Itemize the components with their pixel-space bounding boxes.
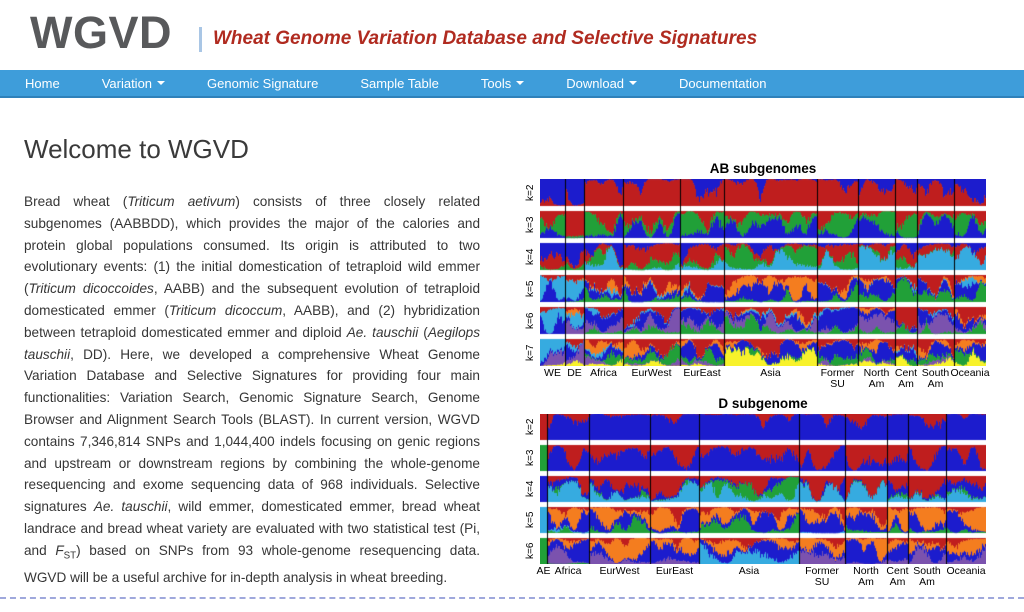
nav-item-documentation[interactable]: Documentation	[658, 69, 787, 97]
bottom-divider	[0, 597, 1024, 599]
nav-item-label: Tools	[480, 75, 512, 91]
axis-label-africa: Africa	[590, 367, 617, 379]
axis-label-cent: Cent Am	[886, 565, 909, 588]
axis-label-de: DE	[567, 367, 582, 379]
nav-item-tools[interactable]: Tools	[460, 69, 545, 97]
nav-item-genomic-signature[interactable]: Genomic Signature	[186, 69, 339, 97]
admixture-canvas-d	[540, 414, 986, 564]
chart-title-d: D subgenome	[718, 396, 808, 411]
row-label-k=5: k=5	[525, 511, 536, 529]
admixture-canvas-ab	[540, 179, 986, 366]
axis-label-ae: AE	[536, 565, 551, 577]
nav-item-label: Genomic Signature	[207, 75, 319, 91]
row-label-k=2: k=2	[525, 184, 536, 201]
nav-item-download[interactable]: Download	[545, 69, 658, 97]
nav-item-label: Download	[566, 75, 625, 91]
chart-axis-labels-d: AE Africa EurWest EurEast Asia Former SU North…	[536, 564, 986, 594]
site-header: WGVD Wheat Genome Variation Database and…	[0, 0, 1024, 70]
axis-label-oceania: Oceania	[950, 367, 990, 379]
plot-ab-subgenomes: AB subgenomes k=2 k=3 k=4 k=5 k=6 k=7 WE DE Afr…	[525, 161, 990, 396]
axis-label-cent: Cent Am	[894, 367, 918, 390]
page-title: Welcome to WGVD	[24, 134, 249, 164]
axis-label-eureast: EurEast	[683, 367, 721, 379]
nav-item-label: Home	[25, 75, 60, 91]
logo-separator	[199, 27, 202, 52]
nav-item-variation[interactable]: Variation	[81, 69, 186, 97]
axis-label-eurwest: EurWest	[631, 367, 672, 379]
nav-item-sample-table[interactable]: Sample Table	[339, 69, 460, 97]
axis-label-eureast: EurEast	[655, 565, 694, 577]
axis-label-former: Former SU	[820, 367, 855, 390]
chart-rows-d: k=2 k=3 k=4 k=5 k=6	[525, 414, 986, 564]
chevron-down-icon	[157, 81, 166, 85]
axis-label-oceania: Oceania	[946, 565, 986, 577]
axis-label-eurwest: EurWest	[599, 565, 640, 577]
axis-label-north: North Am	[853, 565, 879, 588]
plot-d-subgenome: D subgenome k=2 k=3 k=4 k=5 k=6 AE Africa EurW…	[525, 396, 986, 594]
axis-label-asia: Asia	[760, 367, 781, 379]
nav-item-home[interactable]: Home	[4, 69, 81, 97]
chart-axis-labels-ab: WE DE Africa EurWest EurEast Asia Former SU Nor…	[540, 366, 990, 396]
axis-label-former: Former SU	[805, 565, 839, 588]
welcome-section: Welcome to WGVD Bread wheat (Triticum ae…	[22, 122, 480, 589]
axis-label-asia: Asia	[738, 565, 760, 577]
axis-label-we: WE	[544, 367, 561, 379]
row-label-k=2: k=2	[525, 418, 536, 436]
nav-item-label: Sample Table	[360, 75, 439, 91]
chart-rows-ab: k=2 k=3 k=4 k=5 k=6 k=7	[525, 179, 986, 366]
row-label-k=4: k=4	[525, 480, 536, 498]
row-label-k=6: k=6	[525, 542, 536, 560]
row-label-k=7: k=7	[525, 344, 536, 361]
row-label-k=3: k=3	[525, 216, 536, 233]
admixture-figure: AB subgenomes k=2 k=3 k=4 k=5 k=6 k=7 WE DE Afr…	[525, 161, 990, 594]
row-label-k=4: k=4	[525, 248, 536, 265]
axis-label-south: South Am	[913, 565, 941, 588]
nav-item-label: Variation	[101, 75, 153, 91]
chevron-down-icon	[516, 81, 525, 85]
nav-item-label: Documentation	[679, 75, 767, 91]
site-tagline: Wheat Genome Variation Database and Sele…	[213, 28, 758, 49]
axis-label-south: South Am	[921, 367, 950, 390]
intro-paragraph: Bread wheat (Triticum aetivum) consists …	[24, 194, 481, 586]
main-nav: Home Variation Genomic Signature Sample Tab…	[0, 70, 1024, 98]
axis-label-north: North Am	[863, 367, 890, 390]
row-label-k=5: k=5	[525, 280, 536, 297]
axis-label-africa: Africa	[554, 565, 582, 577]
chart-title-ab: AB subgenomes	[709, 161, 817, 176]
row-label-k=3: k=3	[525, 449, 536, 467]
row-label-k=6: k=6	[525, 312, 536, 329]
chevron-down-icon	[629, 81, 638, 85]
site-logo[interactable]: WGVD	[30, 7, 172, 58]
